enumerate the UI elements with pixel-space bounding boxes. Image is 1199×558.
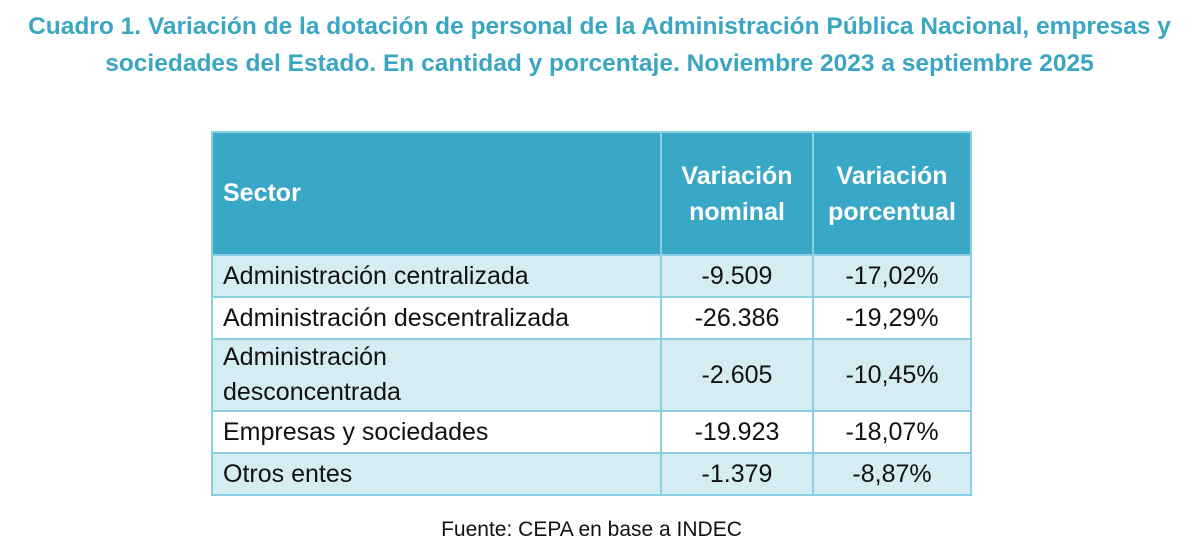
nominal-cell: -2.605 [660,338,814,412]
table-title: Cuadro 1. Variación de la dotación de pe… [28,13,1171,77]
table-row: Otros entes -1.379 -8,87% [211,452,972,496]
header-nominal: Variación nominal [660,131,814,256]
nominal-cell: -19.923 [660,410,814,454]
nominal-cell: -9.509 [660,254,814,298]
header-sector: Sector [211,131,662,256]
percent-cell: -18,07% [812,410,972,454]
percent-cell: -17,02% [812,254,972,298]
sector-cell: Administración desconcentrada [211,338,662,412]
sector-cell: Otros entes [211,452,662,496]
sector-text: Administración desconcentrada [223,343,401,406]
percent-cell: -10,45% [812,338,972,412]
nominal-cell: -26.386 [660,296,814,340]
table-row: Empresas y sociedades -19.923 -18,07% [211,410,972,454]
percent-cell: -19,29% [812,296,972,340]
nominal-cell: -1.379 [660,452,814,496]
sector-cell: Administración descentralizada [211,296,662,340]
percent-cell: -8,87% [812,452,972,496]
sector-cell: Empresas y sociedades [211,410,662,454]
header-row: Sector Variación nominal Variación porce… [211,131,972,256]
table-row: Administración desconcentrada -2.605 -10… [211,338,972,412]
sector-cell: Administración centralizada [211,254,662,298]
source-note: Fuente: CEPA en base a INDEC [441,518,742,541]
data-table: Sector Variación nominal Variación porce… [211,131,972,496]
table-row: Administración descentralizada -26.386 -… [211,296,972,340]
table-row: Administración centralizada -9.509 -17,0… [211,254,972,298]
header-percent: Variación porcentual [812,131,972,256]
